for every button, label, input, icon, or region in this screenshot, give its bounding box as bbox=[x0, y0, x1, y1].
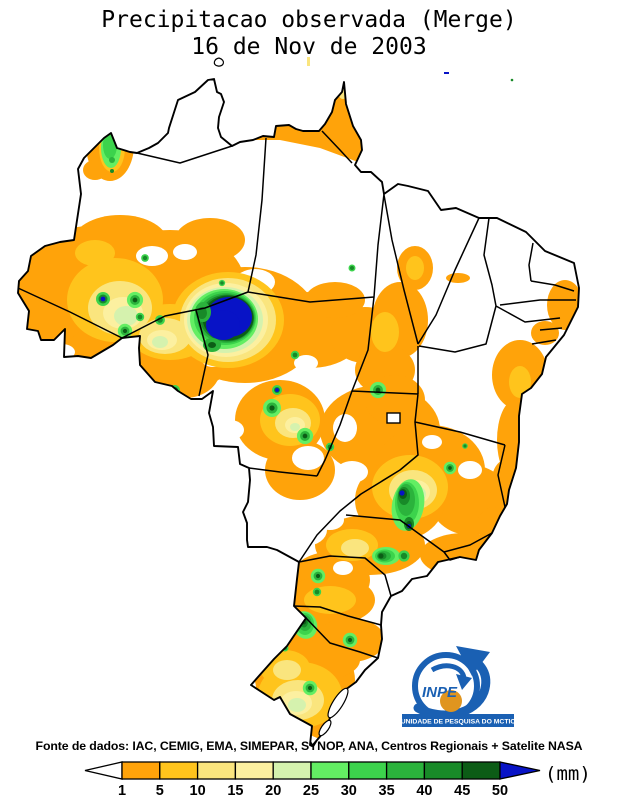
page-title: Precipitacao observada (Merge) bbox=[101, 7, 517, 33]
legend-tick-5: 5 bbox=[156, 783, 164, 799]
legend-tick-10: 10 bbox=[190, 783, 206, 799]
legend-cell-30-35 bbox=[348, 761, 388, 780]
state-borders bbox=[17, 130, 576, 659]
heavy-rain-cell-mg bbox=[391, 479, 425, 531]
inpe-logo-banner: UNIDADE DE PESQUISA DO MCTIC bbox=[401, 719, 516, 726]
legend-tick-1: 1 bbox=[118, 783, 126, 799]
legend-cell-25-30 bbox=[310, 761, 350, 780]
legend-cell-10-15 bbox=[196, 761, 237, 780]
inpe-logo: INPE UNIDADE DE PESQUISA DO MCTIC bbox=[401, 646, 516, 727]
inpe-logo-acronym: INPE bbox=[422, 684, 458, 701]
legend-cell-1-5 bbox=[121, 761, 161, 780]
legend-cell-40-45 bbox=[423, 761, 463, 780]
color-scale-legend: 1 5 10 15 20 25 30 35 40 45 50 bbox=[84, 761, 541, 799]
unit-label: (mm) bbox=[545, 763, 591, 785]
legend-tick-30: 30 bbox=[341, 783, 357, 799]
legend-tick-25: 25 bbox=[303, 783, 319, 799]
legend-overflow-arrow bbox=[499, 761, 541, 780]
plot-artifacts bbox=[213, 57, 514, 82]
legend-underflow-arrow bbox=[84, 761, 123, 780]
legend-cell-20-25 bbox=[272, 761, 312, 780]
legend-tick-40: 40 bbox=[416, 783, 432, 799]
legend-tick-15: 15 bbox=[227, 783, 243, 799]
legend-cell-5-10 bbox=[159, 761, 199, 780]
coastal-lagoons bbox=[318, 687, 349, 737]
legend-cell-15-20 bbox=[234, 761, 274, 780]
page-subtitle-date: 16 de Nov de 2003 bbox=[191, 34, 427, 60]
legend-cell-35-40 bbox=[385, 761, 426, 780]
federal-district-square bbox=[386, 412, 401, 424]
legend-tick-50: 50 bbox=[492, 783, 508, 799]
legend-tick-45: 45 bbox=[454, 783, 470, 799]
data-source-line: Fonte de dados: IAC, CEMIG, EMA, SIMEPAR… bbox=[35, 739, 583, 753]
legend-tick-20: 20 bbox=[265, 783, 281, 799]
heavy-rain-cell-sp bbox=[372, 547, 400, 565]
legend-tick-35: 35 bbox=[379, 783, 395, 799]
legend-cell-45-50 bbox=[461, 761, 501, 780]
precipitation-shading bbox=[18, 82, 579, 740]
